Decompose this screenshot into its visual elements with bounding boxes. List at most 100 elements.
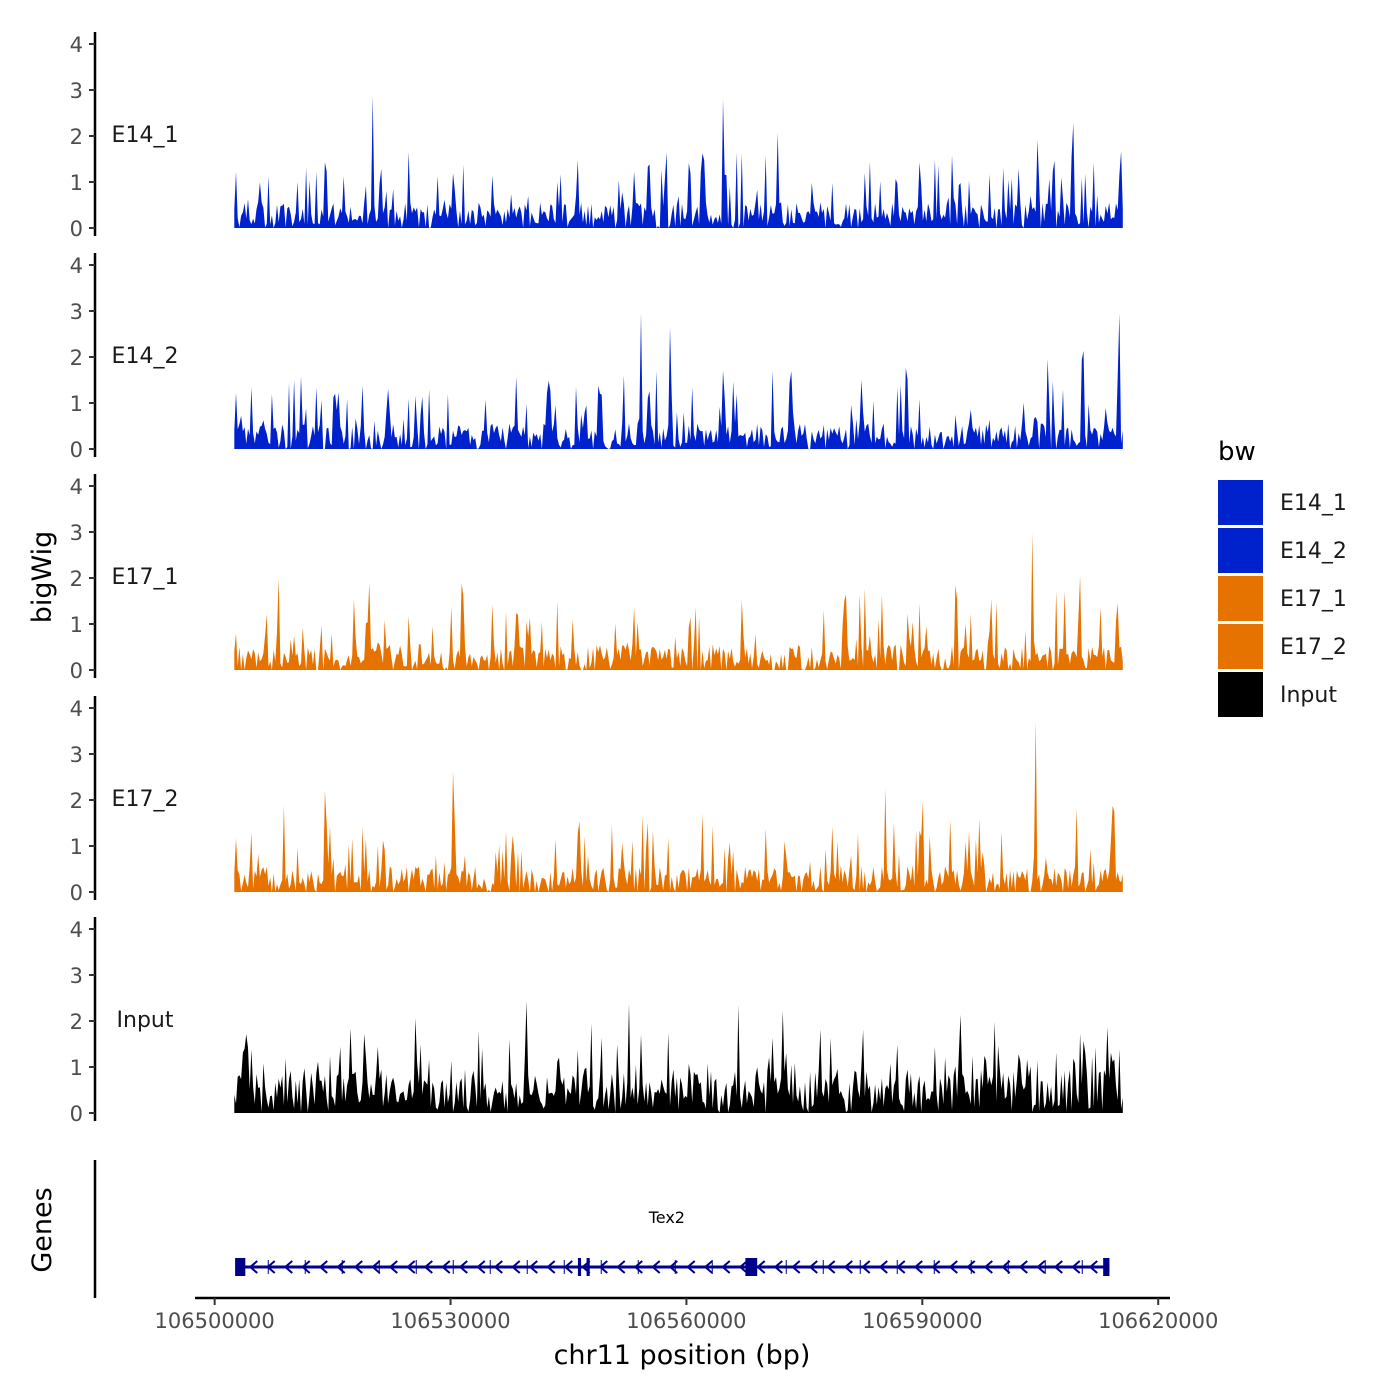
bigwig-tracks: 0 1 2 3 4 E14_1 0 1 2 3 4 E14_2 0 1 2 3 4 E17_1 0 1 2 3 4 E17_2… — [70, 32, 1123, 1126]
strand-arrow — [826, 1260, 836, 1274]
exon — [745, 1258, 758, 1276]
track-E14_1: 0 1 2 3 4 E14_1 — [70, 32, 1123, 241]
strand-arrow — [598, 1260, 608, 1274]
exon — [577, 1258, 582, 1276]
strand-arrow — [388, 1260, 398, 1274]
coverage-area-E14_2 — [234, 313, 1123, 449]
strand-arrow — [948, 1260, 958, 1274]
y-tick-label: 2 — [70, 1010, 83, 1034]
legend-title: bw — [1218, 437, 1256, 467]
strand-arrow — [913, 1260, 923, 1274]
y-tick-label: 4 — [70, 33, 83, 57]
y-tick-label: 2 — [70, 346, 83, 370]
legend-swatch-E14_2 — [1218, 528, 1263, 573]
strand-arrow — [511, 1260, 521, 1274]
track-E17_1: 0 1 2 3 4 E17_1 — [70, 474, 1123, 683]
coverage-area-E17_1 — [234, 533, 1123, 670]
x-tick-label: 106590000 — [862, 1309, 982, 1333]
exon — [1103, 1258, 1110, 1276]
y-tick-label: 3 — [70, 521, 83, 545]
legend: bw E14_1 E14_2 E17_1 E17_2 Input — [1218, 437, 1347, 717]
x-tick-label: 106620000 — [1098, 1309, 1218, 1333]
x-tick-label: 106560000 — [626, 1309, 746, 1333]
track-E17_2: 0 1 2 3 4 E17_2 — [70, 696, 1123, 905]
strand-arrow — [791, 1260, 801, 1274]
track-label: Input — [117, 1008, 174, 1033]
strand-arrow — [1071, 1260, 1081, 1274]
strand-arrow — [318, 1260, 328, 1274]
strand-arrow — [931, 1260, 941, 1274]
track-label: E14_1 — [112, 123, 179, 148]
x-axis-title: chr11 position (bp) — [554, 1340, 811, 1371]
coverage-area-Input — [234, 1000, 1123, 1113]
y-tick-label: 1 — [70, 1056, 83, 1080]
legend-label: E14_1 — [1280, 491, 1347, 516]
gene-Tex2: Tex2 — [235, 1208, 1110, 1276]
legend-swatch-E14_1 — [1218, 480, 1263, 525]
strand-arrow — [458, 1260, 468, 1274]
y-tick-label: 4 — [70, 918, 83, 942]
legend-swatch-Input — [1218, 672, 1263, 717]
exon — [586, 1258, 590, 1276]
strand-arrow — [353, 1260, 363, 1274]
legend-swatch-E17_1 — [1218, 576, 1263, 621]
track-label: E17_1 — [112, 565, 179, 590]
strand-arrow — [441, 1260, 451, 1274]
strand-arrow — [651, 1260, 661, 1274]
strand-arrow — [476, 1260, 486, 1274]
strand-arrow — [301, 1260, 311, 1274]
exon — [235, 1258, 246, 1276]
y-tick-label: 4 — [70, 254, 83, 278]
strand-arrow — [1088, 1260, 1098, 1274]
strand-arrow — [703, 1260, 713, 1274]
legend-swatch-E17_2 — [1218, 624, 1263, 669]
track-label: E17_2 — [112, 787, 179, 812]
strand-arrow — [773, 1260, 783, 1274]
strand-arrow — [371, 1260, 381, 1274]
x-tick-label: 106500000 — [155, 1309, 275, 1333]
strand-arrow — [423, 1260, 433, 1274]
strand-arrow — [686, 1260, 696, 1274]
y-tick-label: 0 — [70, 659, 83, 683]
x-tick-label: 106530000 — [390, 1309, 510, 1333]
strand-arrow — [878, 1260, 888, 1274]
track-Input: 0 1 2 3 4 Input — [70, 917, 1123, 1126]
strand-arrow — [546, 1260, 556, 1274]
y-axis-title-genes: Genes — [27, 1187, 58, 1272]
strand-arrow — [756, 1260, 766, 1274]
legend-label: E17_1 — [1280, 587, 1347, 612]
y-tick-label: 2 — [70, 567, 83, 591]
y-tick-label: 4 — [70, 475, 83, 499]
strand-arrow — [1053, 1260, 1063, 1274]
gene-label: Tex2 — [648, 1208, 685, 1227]
legend-label: Input — [1280, 683, 1337, 708]
legend-label: E17_2 — [1280, 635, 1347, 660]
y-tick-label: 4 — [70, 697, 83, 721]
gene-track: Tex2 — [93, 1160, 1110, 1298]
track-E14_2: 0 1 2 3 4 E14_2 — [70, 253, 1123, 462]
strand-arrow — [808, 1260, 818, 1274]
y-tick-label: 0 — [70, 1102, 83, 1126]
y-tick-label: 1 — [70, 613, 83, 637]
y-tick-label: 2 — [70, 789, 83, 813]
strand-arrow — [283, 1260, 293, 1274]
strand-arrow — [406, 1260, 416, 1274]
y-tick-label: 0 — [70, 881, 83, 905]
strand-arrow — [633, 1260, 643, 1274]
coverage-area-E17_2 — [234, 720, 1123, 892]
track-label: E14_2 — [112, 344, 179, 369]
strand-arrow — [1036, 1260, 1046, 1274]
y-tick-label: 1 — [70, 835, 83, 859]
strand-arrow — [248, 1260, 258, 1274]
y-tick-label: 3 — [70, 964, 83, 988]
y-tick-label: 3 — [70, 743, 83, 767]
strand-arrow — [528, 1260, 538, 1274]
strand-arrow — [738, 1260, 748, 1274]
coverage-area-E14_1 — [234, 95, 1123, 228]
strand-arrow — [861, 1260, 871, 1274]
strand-arrow — [966, 1260, 976, 1274]
y-tick-label: 3 — [70, 79, 83, 103]
y-axis-title-bigwig: bigWig — [27, 531, 58, 624]
x-axis: 106500000 106530000 106560000 106590000 1066… — [155, 1296, 1218, 1333]
